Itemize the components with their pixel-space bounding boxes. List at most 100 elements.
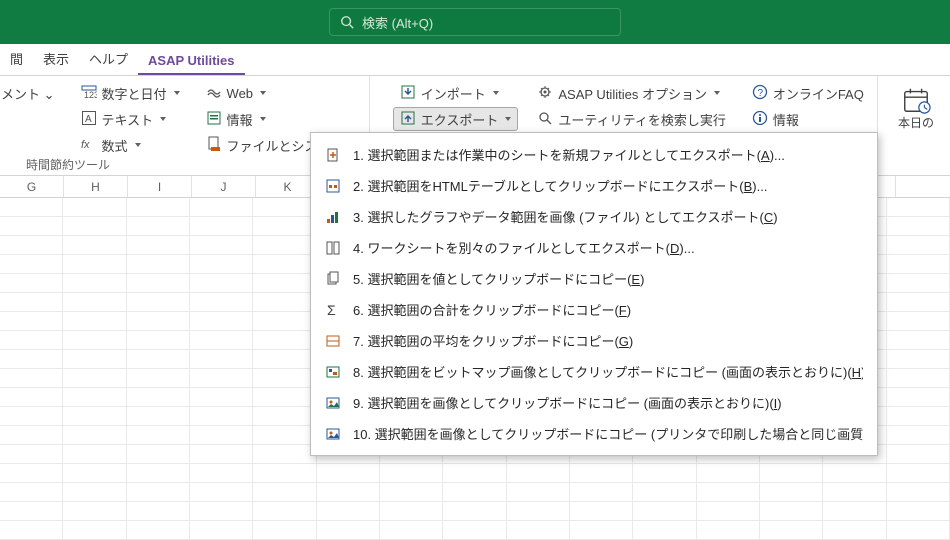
cell[interactable] [253, 388, 316, 406]
cell[interactable] [887, 312, 950, 330]
cell[interactable] [887, 293, 950, 311]
cell[interactable] [127, 217, 190, 235]
cell[interactable] [63, 369, 126, 387]
cell[interactable] [823, 483, 886, 501]
cell[interactable] [63, 217, 126, 235]
cell[interactable] [190, 293, 253, 311]
cell[interactable] [0, 369, 63, 387]
cell[interactable] [380, 502, 443, 520]
export-menu-item-6[interactable]: Σ6. 選択範囲の合計をクリップボードにコピー(F) [311, 294, 877, 325]
cell[interactable] [127, 407, 190, 425]
cell[interactable] [570, 464, 633, 482]
cell[interactable] [0, 198, 63, 216]
cell[interactable] [887, 236, 950, 254]
cell[interactable] [443, 464, 506, 482]
cell[interactable] [127, 312, 190, 330]
cell[interactable] [63, 312, 126, 330]
export-menu-item-3[interactable]: 3. 選択したグラフやデータ範囲を画像 (ファイル) としてエクスポート(C) [311, 201, 877, 232]
cell[interactable] [190, 388, 253, 406]
cell[interactable] [63, 502, 126, 520]
cell[interactable] [697, 483, 760, 501]
cell[interactable] [127, 521, 190, 539]
cell[interactable] [0, 217, 63, 235]
cell[interactable] [317, 521, 380, 539]
cell[interactable] [0, 483, 63, 501]
cell[interactable] [887, 464, 950, 482]
g4-btn-0[interactable]: ASAP Utilities オプション [530, 81, 732, 105]
cell[interactable] [887, 274, 950, 292]
comments-button[interactable]: メント ⌄ [0, 81, 62, 105]
cell[interactable] [253, 312, 316, 330]
cell[interactable] [760, 521, 823, 539]
cell[interactable] [63, 407, 126, 425]
cell[interactable] [823, 521, 886, 539]
g4-btn-1[interactable]: ユーティリティを検索し実行 [530, 107, 732, 131]
g2-btn-0[interactable]: Web [199, 81, 364, 105]
cell[interactable] [887, 388, 950, 406]
cell[interactable] [63, 274, 126, 292]
cell[interactable] [190, 217, 253, 235]
cell[interactable] [887, 350, 950, 368]
today-button[interactable]: 本日の [888, 81, 944, 134]
tab-1[interactable]: 表示 [33, 43, 79, 75]
cell[interactable] [0, 388, 63, 406]
cell[interactable] [0, 426, 63, 444]
export-menu-item-10[interactable]: 10. 選択範囲を画像としてクリップボードにコピー (プリンタで印刷した場合と同… [311, 418, 877, 449]
cell[interactable] [760, 464, 823, 482]
export-menu-item-4[interactable]: 4. ワークシートを別々のファイルとしてエクスポート(D)... [311, 232, 877, 263]
cell[interactable] [887, 255, 950, 273]
column-header[interactable]: J [192, 176, 256, 197]
cell[interactable] [317, 502, 380, 520]
cell[interactable] [887, 445, 950, 463]
cell[interactable] [190, 426, 253, 444]
export-menu-item-9[interactable]: 9. 選択範囲を画像としてクリップボードにコピー (画面の表示とおりに)(I) [311, 387, 877, 418]
cell[interactable] [0, 445, 63, 463]
cell[interactable] [697, 521, 760, 539]
search-box[interactable]: 検索 (Alt+Q) [329, 8, 621, 36]
export-menu-item-2[interactable]: 2. 選択範囲をHTMLテーブルとしてクリップボードにエクスポート(B)... [311, 170, 877, 201]
cell[interactable] [887, 521, 950, 539]
cell[interactable] [63, 198, 126, 216]
cell[interactable] [633, 502, 696, 520]
tab-3[interactable]: ASAP Utilities [138, 47, 244, 75]
cell[interactable] [507, 502, 570, 520]
column-header[interactable]: H [64, 176, 128, 197]
cell[interactable] [190, 274, 253, 292]
cell[interactable] [63, 464, 126, 482]
cell[interactable] [0, 331, 63, 349]
cell[interactable] [633, 483, 696, 501]
cell[interactable] [127, 426, 190, 444]
cell[interactable] [0, 293, 63, 311]
cell[interactable] [0, 521, 63, 539]
g2-btn-1[interactable]: 情報 [199, 107, 364, 131]
cell[interactable] [63, 388, 126, 406]
cell[interactable] [0, 236, 63, 254]
cell[interactable] [190, 255, 253, 273]
cell[interactable] [63, 521, 126, 539]
cell[interactable] [253, 521, 316, 539]
cell[interactable] [63, 350, 126, 368]
cell[interactable] [760, 502, 823, 520]
g1-btn-1[interactable]: Aテキスト [74, 107, 187, 131]
cell[interactable] [443, 502, 506, 520]
cell[interactable] [823, 502, 886, 520]
export-menu-item-1[interactable]: 1. 選択範囲または作業中のシートを新規ファイルとしてエクスポート(A)... [311, 139, 877, 170]
cell[interactable] [380, 521, 443, 539]
cell[interactable] [127, 388, 190, 406]
cell[interactable] [697, 464, 760, 482]
cell[interactable] [253, 217, 316, 235]
cell[interactable] [0, 255, 63, 273]
cell[interactable] [823, 464, 886, 482]
cell[interactable] [0, 312, 63, 330]
cell[interactable] [887, 198, 950, 216]
cell[interactable] [127, 369, 190, 387]
cell[interactable] [253, 426, 316, 444]
cell[interactable] [0, 350, 63, 368]
cell[interactable] [63, 445, 126, 463]
cell[interactable] [190, 350, 253, 368]
cell[interactable] [443, 483, 506, 501]
cell[interactable] [570, 483, 633, 501]
cell[interactable] [63, 426, 126, 444]
cell[interactable] [190, 312, 253, 330]
cell[interactable] [887, 502, 950, 520]
